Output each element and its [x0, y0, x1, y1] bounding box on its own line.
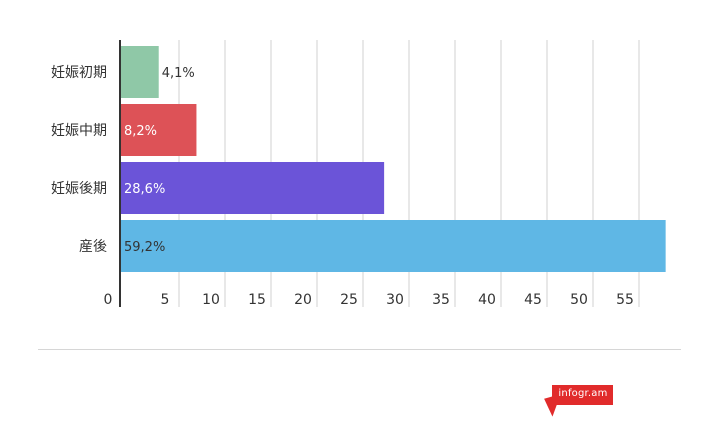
x-tick-label: 40 — [478, 292, 496, 308]
bar[interactable] — [121, 162, 385, 214]
x-tick-label: 5 — [161, 292, 170, 308]
x-tick-label: 35 — [432, 292, 450, 308]
bar-value-label: 59,2% — [124, 240, 165, 255]
x-tick-label: 50 — [570, 292, 588, 308]
bar-value-label: 4,1% — [162, 66, 195, 81]
bars: 4,1% 8,2% 28,6% 59,2% — [121, 46, 666, 272]
bar[interactable] — [121, 104, 197, 156]
infogram-badge[interactable]: infogr.am — [539, 385, 613, 417]
x-tick-label: 45 — [524, 292, 542, 308]
bar[interactable] — [121, 220, 666, 272]
badge-label: infogr.am — [558, 388, 608, 399]
x-tick-label: 55 — [616, 292, 634, 308]
x-tick-label: 30 — [386, 292, 404, 308]
x-tick-label: 15 — [248, 292, 266, 308]
category-label: 妊娠後期 — [51, 181, 107, 197]
x-tick-label: 25 — [340, 292, 358, 308]
bar-value-label: 8,2% — [124, 124, 157, 139]
x-tick-label: 10 — [202, 292, 220, 308]
badge-flag-shape — [552, 385, 613, 405]
x-tick-label: 0 — [104, 292, 113, 308]
category-label: 産後 — [79, 239, 107, 255]
category-label: 妊娠中期 — [51, 123, 107, 139]
bar-value-label: 28,6% — [124, 182, 165, 197]
footer-divider — [38, 349, 681, 350]
bar[interactable] — [121, 46, 159, 98]
x-tick-label: 20 — [294, 292, 312, 308]
category-label: 妊娠初期 — [51, 64, 107, 81]
x-axis-ticks: 0 5 10 15 20 25 30 35 40 45 50 55 — [104, 292, 634, 308]
